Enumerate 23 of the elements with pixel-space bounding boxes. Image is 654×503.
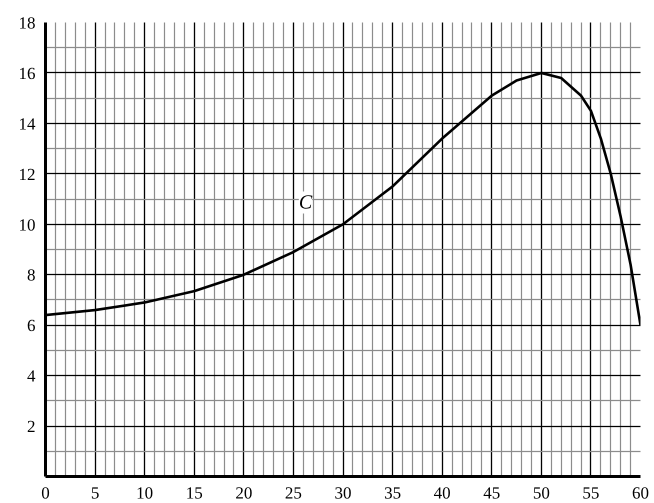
y-tick-label: 4	[27, 366, 36, 386]
y-tick-label: 2	[27, 417, 36, 436]
x-tick-label: 20	[235, 484, 252, 502]
x-tick-label: 30	[334, 484, 352, 502]
x-tick-label: 5	[90, 484, 100, 502]
x-tick-label: 50	[532, 484, 550, 502]
x-tick-label: 10	[136, 484, 154, 502]
x-tick-label: 25	[284, 484, 302, 502]
y-tick-label: 18	[18, 14, 36, 32]
y-tick-label: 14	[18, 114, 36, 134]
annotation: C	[298, 192, 313, 214]
x-tick-label: 35	[384, 484, 402, 502]
y-tick-label: 10	[18, 215, 36, 234]
x-tick-label: 15	[186, 484, 203, 502]
x-tick-label: 0	[41, 484, 50, 502]
x-tick-label: 45	[483, 484, 500, 502]
y-tick-label: 6	[27, 316, 36, 336]
y-tick-label: 8	[27, 266, 36, 285]
y-tick-label: 12	[18, 164, 36, 184]
x-tick-label: 40	[434, 484, 451, 502]
y-tick-label: 16	[18, 64, 36, 83]
x-tick-label: 55	[582, 484, 600, 502]
x-tick-label: 60	[632, 484, 649, 502]
